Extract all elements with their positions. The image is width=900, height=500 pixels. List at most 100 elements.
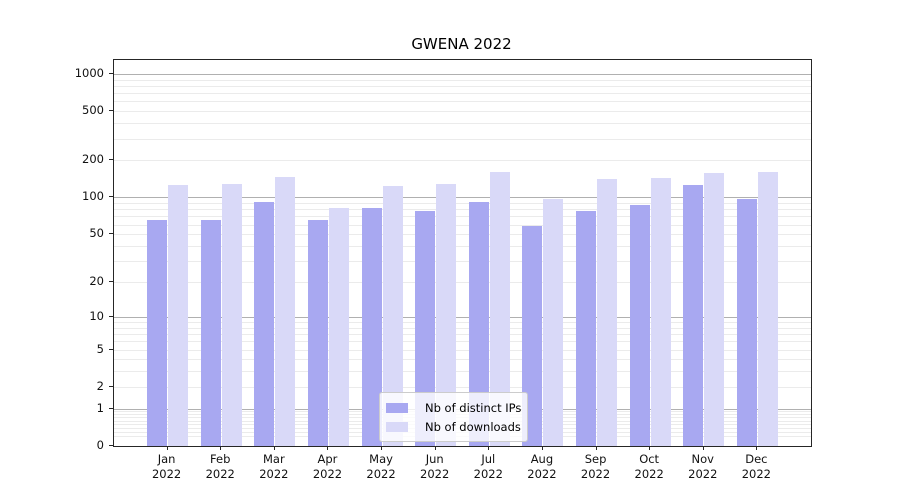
month-label: Nov [691,452,714,466]
month-label: Oct [639,452,660,466]
minor-gridline [114,101,811,103]
y-axis-tick-label: 500 [82,103,104,118]
y-axis-tick-label: 1 [96,400,104,415]
x-tick-mark [434,446,436,450]
y-tick-mark [109,407,113,409]
bar-downloads-feb [221,183,242,446]
year-label: 2022 [741,467,772,481]
y-tick-mark [109,159,113,161]
minor-gridline [114,334,811,336]
y-tick-mark [109,281,113,283]
x-tick-mark [273,446,275,450]
year-label: 2022 [205,467,235,481]
bar-ips-jan [147,219,168,446]
minor-gridline [114,386,811,388]
legend-swatch-ips [386,402,408,413]
bar-downloads-dec [757,172,778,446]
year-label: 2022 [473,467,503,481]
minor-gridline [114,111,811,113]
y-axis-tick-label: 5 [96,341,104,356]
x-axis-tick-label: Sep 2022 [566,452,626,482]
month-label: Feb [210,452,231,466]
x-axis-tick-label: Dec 2022 [726,452,786,482]
x-axis-tick-label: Oct 2022 [619,452,679,482]
year-label: 2022 [366,467,396,481]
x-axis-tick-label: Jan 2022 [137,452,197,482]
year-label: 2022 [580,467,611,481]
minor-gridline [114,341,811,343]
minor-gridline [114,327,811,329]
legend: Nb of distinct IPs Nb of downloads [379,392,529,442]
minor-gridline [114,349,811,351]
bar-downloads-jul [489,172,510,446]
month-label: Jul [481,452,496,466]
minor-gridline [114,160,811,162]
bar-downloads-apr [328,208,349,446]
bar-downloads-aug [543,199,564,446]
x-axis-tick-label: Mar 2022 [244,452,304,482]
y-axis-tick-label: 200 [82,152,104,167]
chart-title: GWENA 2022 [411,35,512,53]
x-axis-tick-label: Apr 2022 [297,452,357,482]
minor-gridline [114,209,811,211]
x-tick-mark [649,446,651,450]
y-tick-mark [109,315,113,317]
x-tick-mark [702,446,704,450]
y-tick-mark [109,196,113,198]
bar-ips-jun [415,211,436,446]
minor-gridline [114,234,811,236]
x-tick-mark [220,446,222,450]
bar-ips-aug [522,226,543,446]
legend-label: Nb of downloads [425,419,521,434]
bar-downloads-jan [168,185,189,446]
x-tick-mark [541,446,543,450]
bar-downloads-may [382,185,403,446]
month-label: Dec [745,452,768,466]
minor-gridline [114,246,811,247]
y-axis-tick-label: 100 [82,189,104,204]
year-label: 2022 [259,467,289,481]
year-label: 2022 [420,467,450,481]
y-axis-tick-label: 2 [96,378,104,393]
month-label: Jun [425,452,444,466]
y-axis-tick-label: 10 [89,308,104,323]
x-tick-mark [488,446,490,450]
y-tick-mark [109,445,113,446]
month-label: May [369,452,393,466]
x-tick-mark [327,446,329,450]
y-axis-tick-label: 1000 [74,65,104,80]
minor-gridline [114,261,811,263]
year-label: 2022 [527,467,557,481]
major-gridline [114,73,811,75]
minor-gridline [114,85,811,87]
y-tick-mark [109,233,113,235]
minor-gridline [114,138,811,140]
x-axis-tick-label: Jul 2022 [458,452,518,482]
month-label: Mar [262,452,285,466]
bar-downloads-oct [650,177,671,446]
x-axis-tick-label: Aug 2022 [512,452,572,482]
plot-area: Nb of distinct IPs Nb of downloads [113,59,812,447]
minor-gridline [114,371,811,373]
month-label: Apr [317,452,338,466]
x-axis-tick-label: Feb 2022 [190,452,250,482]
y-axis-tick-label: 20 [89,274,104,289]
x-tick-mark [381,446,383,450]
legend-swatch-downloads [386,421,408,432]
bar-downloads-nov [704,172,725,446]
bar-ips-sep [576,211,597,446]
month-label: Aug [530,452,554,466]
minor-gridline [114,224,811,226]
x-axis-tick-label: Nov 2022 [673,452,733,482]
bar-ips-oct [629,205,650,446]
minor-gridline [114,216,811,218]
legend-label: Nb of distinct IPs [425,400,522,415]
y-tick-mark [109,110,113,112]
minor-gridline [114,203,811,205]
bar-downloads-mar [275,177,296,446]
y-tick-mark [109,348,113,350]
minor-gridline [114,123,811,125]
minor-gridline [114,359,811,361]
year-label: 2022 [312,467,343,481]
